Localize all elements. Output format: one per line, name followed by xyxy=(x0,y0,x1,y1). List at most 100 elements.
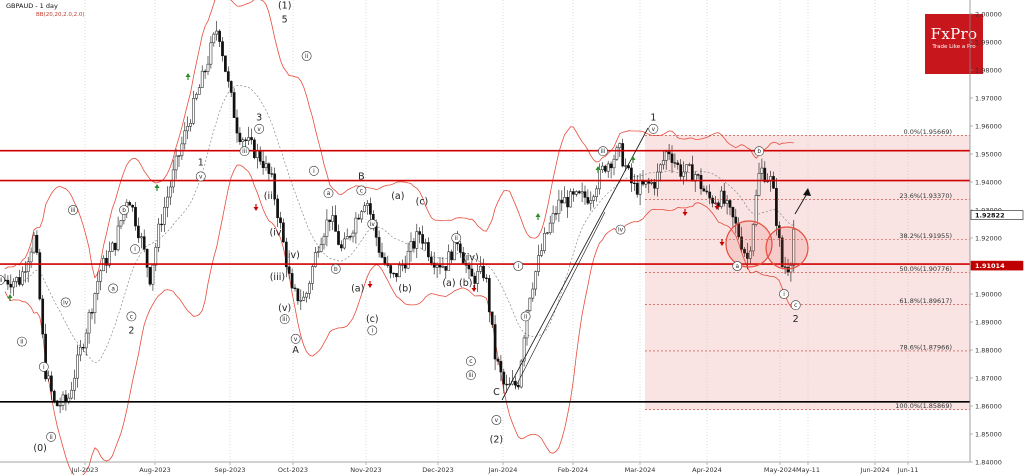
wave-label: c xyxy=(130,314,133,320)
candle-body xyxy=(342,238,346,249)
candle-body xyxy=(543,233,546,251)
wave-label-circle xyxy=(323,188,334,199)
candle-body xyxy=(621,143,625,167)
candle-body xyxy=(287,266,291,274)
candle-body xyxy=(688,164,691,166)
y-tick-label: 1.86000 xyxy=(975,402,1002,410)
wave-label: (iv) xyxy=(284,250,300,261)
projection-arrow xyxy=(794,191,809,215)
candle-body xyxy=(160,223,163,226)
candle-body xyxy=(572,191,575,195)
candle-body xyxy=(650,182,654,184)
candle-body xyxy=(250,137,253,141)
wave-label: iv xyxy=(370,222,376,228)
candle-body xyxy=(635,182,639,195)
candle-body xyxy=(244,139,248,141)
candle-body xyxy=(128,202,132,206)
y-tick-label: 1.98000 xyxy=(975,66,1002,74)
fibonacci-label: 50.0%(1.90776) xyxy=(899,265,952,273)
wave-label: iii xyxy=(282,317,287,323)
wave-label: (c) xyxy=(416,197,429,208)
wave-label-circle xyxy=(732,261,743,271)
wave-label: a xyxy=(736,264,740,270)
candle-body xyxy=(163,206,166,225)
wave-label: (v) xyxy=(278,303,291,314)
candle-body xyxy=(444,266,448,271)
candle-body xyxy=(21,271,24,285)
wave-label-circle xyxy=(790,300,801,311)
candle-body xyxy=(302,296,306,301)
wave-label: c xyxy=(360,188,363,194)
x-tick-label: Mar-2024 xyxy=(625,466,656,474)
y-tick-label: 1.99000 xyxy=(975,38,1002,46)
candle-body xyxy=(679,164,683,177)
candle-body xyxy=(267,163,271,174)
candle-body xyxy=(105,257,108,266)
y-tick-label: 1.94000 xyxy=(975,178,1002,186)
candle-body xyxy=(23,271,27,273)
candle-body xyxy=(206,63,210,72)
candle-body xyxy=(383,257,387,264)
candle-body xyxy=(699,175,703,190)
candle-body xyxy=(592,196,596,201)
candle-body xyxy=(751,224,755,252)
candle-body xyxy=(540,250,543,256)
signal-arrow xyxy=(595,166,601,173)
candle-body xyxy=(380,252,384,258)
candle-body xyxy=(195,94,198,99)
candle-body xyxy=(630,167,633,184)
candle-body xyxy=(775,187,778,226)
candle-body xyxy=(238,132,242,142)
x-tick-label: Oct-2023 xyxy=(278,466,308,474)
candle-body xyxy=(389,265,393,274)
wave-label: c xyxy=(794,303,797,309)
bollinger-middle xyxy=(4,85,794,364)
candle-body xyxy=(247,137,250,141)
wave-label: b xyxy=(757,149,761,155)
candle-body xyxy=(50,375,53,392)
candle-body xyxy=(653,182,656,189)
candle-body xyxy=(661,160,665,166)
candle-body xyxy=(522,337,526,362)
candle-body xyxy=(369,203,372,215)
candle-body xyxy=(760,167,764,174)
candle-body xyxy=(435,264,439,268)
wave-label-circle xyxy=(367,219,378,229)
candle-body xyxy=(566,197,569,208)
candle-body xyxy=(748,250,752,259)
wave-label: c xyxy=(469,359,472,365)
candle-body xyxy=(467,265,471,270)
wave-label-circle xyxy=(290,333,301,344)
candle-body xyxy=(145,248,149,268)
wave-label: (a) xyxy=(351,283,364,294)
candle-body xyxy=(189,122,192,127)
wave-label: iii xyxy=(601,149,606,155)
candle-body xyxy=(482,265,485,279)
candle-body xyxy=(32,235,36,253)
wave-label-circle xyxy=(598,146,608,157)
candle-body xyxy=(377,237,381,253)
candle-body xyxy=(525,310,529,339)
candle-body xyxy=(719,190,723,208)
signal-arrow xyxy=(154,184,160,191)
candle-body xyxy=(26,261,30,272)
candle-body xyxy=(284,241,288,268)
candle-body xyxy=(447,251,451,271)
candle-body xyxy=(99,270,103,282)
price-tag xyxy=(970,260,1024,271)
wave-label-circle xyxy=(126,311,137,322)
candle-body xyxy=(421,234,424,244)
x-tick-label: Nov-2023 xyxy=(350,466,381,474)
candle-body xyxy=(282,222,285,243)
x-tick-label: Jun-11 xyxy=(897,466,919,474)
wave-label: (iv) xyxy=(463,253,479,264)
wave-label-circle xyxy=(68,205,78,215)
candle-body xyxy=(325,219,329,237)
y-tick-label: 2.00000 xyxy=(975,10,1002,18)
x-tick-label: Dec-2023 xyxy=(422,466,453,474)
candle-body xyxy=(12,281,16,288)
x-tick-label: Apr-2024 xyxy=(692,466,722,474)
candle-body xyxy=(705,190,709,193)
candle-body xyxy=(395,273,398,278)
candle-body xyxy=(52,390,56,402)
